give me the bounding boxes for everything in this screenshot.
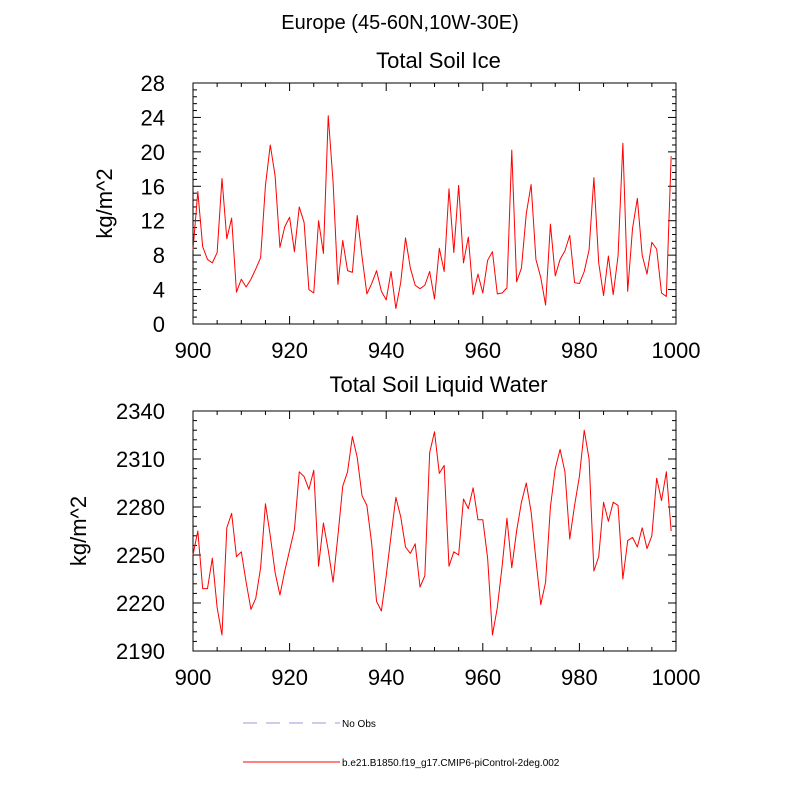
x-tick-label: 940 [368,338,405,363]
x-tick-label: 900 [175,338,212,363]
y-tick-label: 2220 [116,591,165,616]
y-tick-label: 2340 [116,399,165,424]
x-tick-label: 1000 [652,665,701,690]
chart-panel-total-soil-ice: Total Soil Ice kg/m^2 900 920 940 960 980 1000 0… [92,48,700,363]
panel-title: Total Soil Ice [376,48,501,73]
series-line [192,429,672,636]
legend: No Obs b.e21.B1850.f19_g17.CMIP6-piContro… [243,719,560,769]
x-tick-label: 960 [464,338,501,363]
y-tick-label: 4 [153,278,165,303]
panel-title: Total Soil Liquid Water [329,372,547,397]
x-tick-label: 980 [561,338,598,363]
y-tick-label: 2280 [116,495,165,520]
x-tick-label: 920 [271,665,308,690]
y-tick-label: 28 [141,71,165,96]
series-line [192,115,672,310]
y-tick-label: 0 [153,312,165,337]
y-tick-label: 8 [153,243,165,268]
y-tick-label: 24 [141,105,165,130]
y-tick-label: 2310 [116,447,165,472]
y-axis-label: kg/m^2 [66,496,91,566]
y-tick-label: 16 [141,174,165,199]
x-tick-label: 940 [368,665,405,690]
x-tick-label: 960 [464,665,501,690]
plot-frame [192,82,677,325]
chart-panel-total-soil-liquid-water: Total Soil Liquid Water kg/m^2 900 920 940 96… [66,372,700,690]
y-tick-label: 20 [141,140,165,165]
plot-frame [192,410,677,652]
x-tick-label: 980 [561,665,598,690]
y-axis-label: kg/m^2 [92,168,117,238]
legend-label: b.e21.B1850.f19_g17.CMIP6-piControl-2deg… [342,758,560,769]
y-tick-label: 2250 [116,543,165,568]
x-tick-label: 900 [175,665,212,690]
legend-label: No Obs [342,719,376,730]
y-tick-label: 2190 [116,639,165,664]
x-tick-label: 920 [271,338,308,363]
x-tick-label: 1000 [652,338,701,363]
y-tick-label: 12 [141,209,165,234]
page-title: Europe (45-60N,10W-30E) [281,12,519,34]
